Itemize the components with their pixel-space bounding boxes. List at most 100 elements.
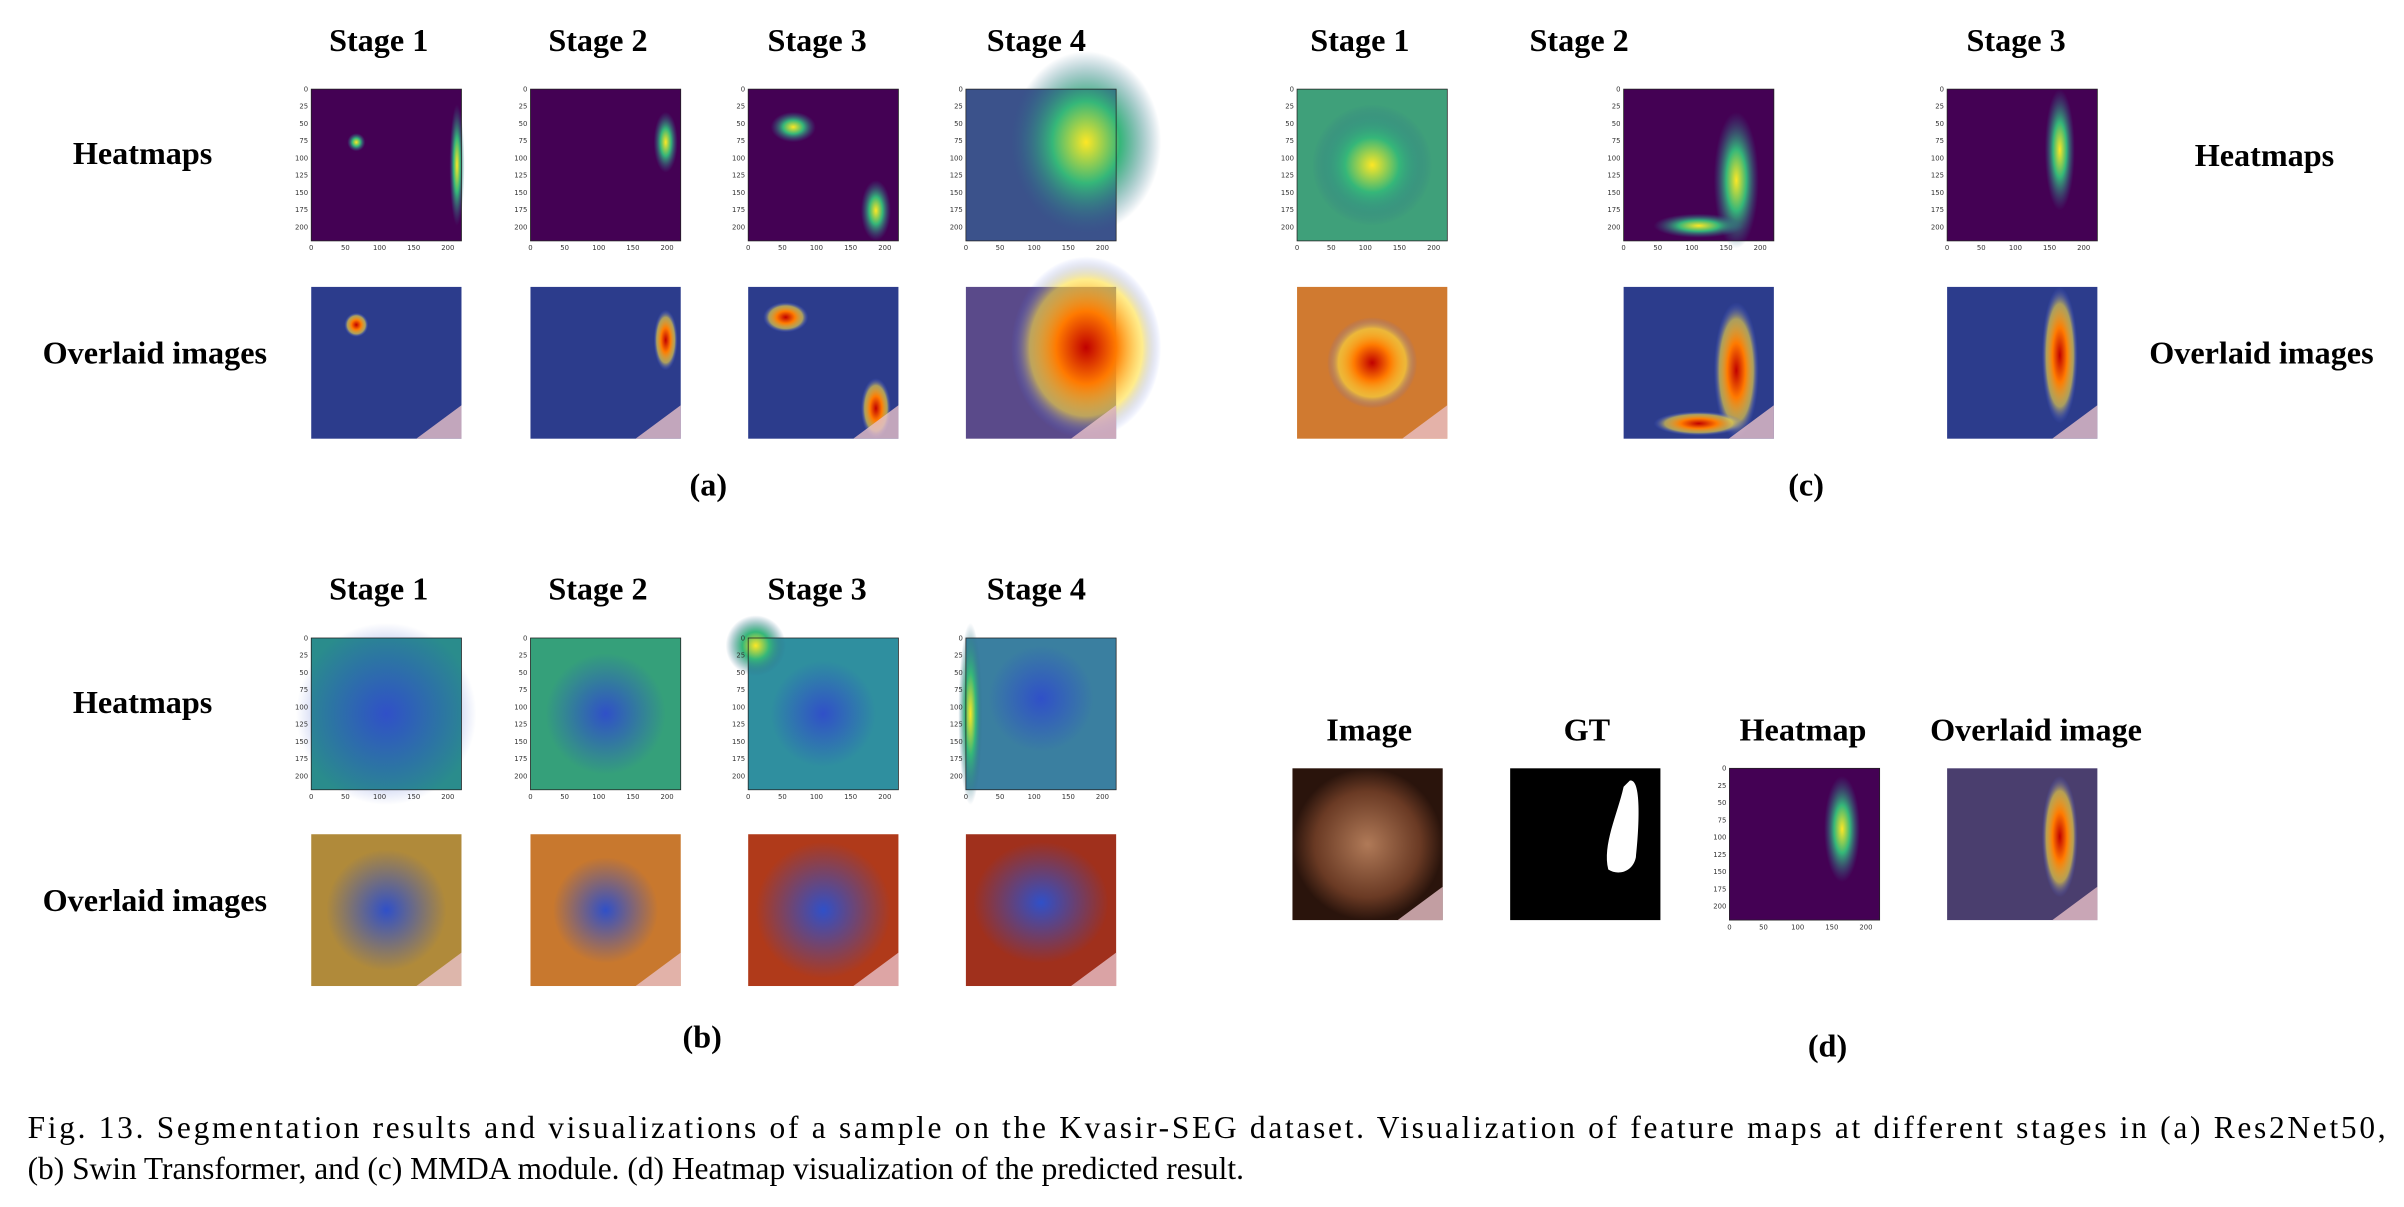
x-tick-label: 150	[407, 793, 420, 801]
row-label: Heatmaps	[2195, 137, 2334, 173]
y-tick-label: 0	[304, 85, 308, 93]
hotspot	[347, 133, 366, 152]
y-tick-label: 125	[1281, 172, 1294, 180]
light-corner	[1071, 952, 1117, 987]
hotspot	[860, 180, 891, 241]
x-tick-label: 100	[810, 793, 823, 801]
axes-frame	[965, 637, 1117, 791]
x-tick-label: 150	[1393, 244, 1406, 252]
hotspot	[1653, 213, 1744, 238]
y-tick-label: 175	[1607, 206, 1620, 214]
x-tick-label: 200	[878, 793, 891, 801]
row-label: Heatmaps	[73, 135, 212, 171]
row-label: Overlaid images	[43, 335, 267, 371]
x-tick-label: 200	[441, 244, 454, 252]
y-tick-label: 25	[1718, 782, 1727, 790]
y-tick-label: 100	[732, 703, 745, 711]
axes-frame	[747, 88, 899, 242]
y-tick-label: 125	[1713, 851, 1726, 859]
panel-label: (c)	[1788, 466, 1824, 502]
y-tick-label: 25	[954, 103, 963, 111]
hotspot	[553, 857, 659, 964]
y-tick-label: 50	[299, 120, 308, 128]
y-tick-label: 150	[1607, 189, 1620, 197]
x-tick-label: 200	[1096, 793, 1109, 801]
y-tick-label: 75	[1718, 816, 1727, 824]
y-tick-label: 25	[1935, 103, 1944, 111]
y-tick-label: 50	[736, 669, 745, 677]
column-header: Stage 1	[329, 22, 428, 58]
light-corner	[2052, 886, 2098, 921]
y-tick-label: 175	[732, 755, 745, 763]
y-tick-label: 25	[299, 652, 308, 660]
x-tick-label: 0	[964, 793, 968, 801]
hotspot	[1653, 411, 1744, 436]
y-tick-label: 175	[1931, 206, 1944, 214]
y-tick-label: 200	[950, 223, 963, 231]
y-tick-label: 100	[950, 154, 963, 162]
y-tick-label: 0	[304, 634, 308, 642]
x-tick-label: 50	[1759, 923, 1768, 931]
y-tick-label: 100	[1607, 154, 1620, 162]
y-tick-label: 50	[519, 669, 528, 677]
column-header: GT	[1564, 712, 1611, 748]
y-tick-label: 125	[950, 721, 963, 729]
y-tick-label: 25	[299, 103, 308, 111]
y-tick-label: 150	[295, 738, 308, 746]
axes-frame	[747, 637, 899, 791]
y-tick-label: 50	[519, 120, 528, 128]
x-tick-label: 50	[778, 793, 787, 801]
y-tick-label: 25	[736, 652, 745, 660]
y-tick-label: 125	[295, 172, 308, 180]
hotspot	[1713, 302, 1759, 439]
y-tick-label: 125	[1931, 172, 1944, 180]
y-tick-label: 175	[1281, 206, 1294, 214]
y-tick-label: 125	[732, 721, 745, 729]
y-tick-label: 125	[295, 721, 308, 729]
hotspot	[326, 849, 447, 971]
column-header: Stage 3	[1966, 22, 2065, 58]
caption-line: (b) Swin Transformer, and (c) MMDA modul…	[28, 1151, 1244, 1186]
y-tick-label: 125	[1607, 172, 1620, 180]
hotspot	[1824, 775, 1861, 883]
y-tick-label: 200	[1607, 223, 1620, 231]
y-tick-label: 75	[736, 686, 745, 694]
x-tick-label: 0	[746, 793, 750, 801]
y-tick-label: 0	[1616, 85, 1620, 93]
gt-mask	[1606, 780, 1639, 873]
axes-frame	[1946, 88, 2098, 242]
hotspot	[296, 622, 477, 805]
hotspot	[1713, 111, 1759, 249]
image	[1510, 768, 1661, 921]
x-tick-label: 150	[407, 244, 420, 252]
y-tick-label: 75	[954, 137, 963, 145]
x-tick-label: 150	[1062, 244, 1075, 252]
y-tick-label: 100	[295, 703, 308, 711]
y-tick-label: 75	[519, 686, 528, 694]
column-header: Overlaid image	[1930, 712, 2142, 748]
y-tick-label: 100	[950, 703, 963, 711]
column-header: Stage 1	[329, 571, 428, 607]
x-tick-label: 100	[1791, 923, 1804, 931]
y-tick-label: 150	[514, 738, 527, 746]
x-tick-label: 50	[1977, 244, 1986, 252]
y-tick-label: 175	[514, 206, 527, 214]
y-tick-label: 75	[1935, 137, 1944, 145]
image	[311, 89, 462, 241]
x-tick-label: 100	[592, 244, 605, 252]
y-tick-label: 100	[295, 154, 308, 162]
y-tick-label: 0	[958, 85, 962, 93]
hotspot	[770, 660, 876, 768]
y-tick-label: 200	[514, 772, 527, 780]
axes-frame	[310, 637, 462, 791]
x-tick-label: 200	[1754, 244, 1767, 252]
y-tick-label: 100	[732, 154, 745, 162]
x-tick-label: 50	[560, 244, 569, 252]
column-header: Stage 3	[768, 22, 867, 58]
y-tick-label: 0	[1290, 85, 1294, 93]
axes-frame	[1729, 767, 1881, 921]
y-tick-label: 50	[1718, 799, 1727, 807]
y-tick-label: 100	[1713, 834, 1726, 842]
hotspot	[988, 645, 1094, 752]
x-tick-label: 0	[964, 244, 968, 252]
